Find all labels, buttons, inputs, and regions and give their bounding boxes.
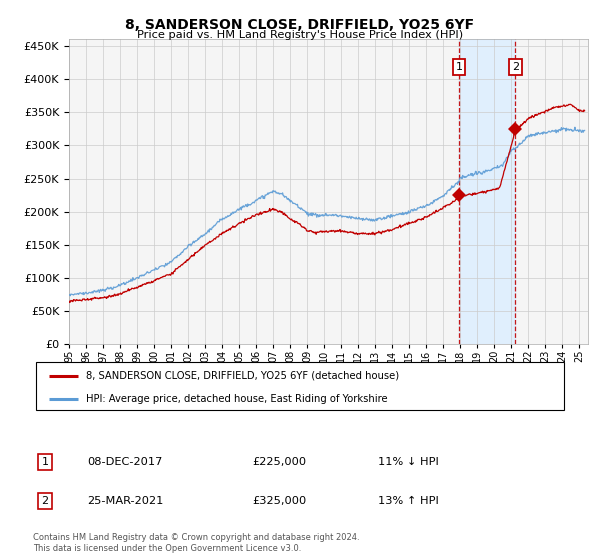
Text: 8, SANDERSON CLOSE, DRIFFIELD, YO25 6YF (detached house): 8, SANDERSON CLOSE, DRIFFIELD, YO25 6YF … xyxy=(86,371,399,381)
Text: Contains HM Land Registry data © Crown copyright and database right 2024.
This d: Contains HM Land Registry data © Crown c… xyxy=(33,533,359,553)
Text: 25-MAR-2021: 25-MAR-2021 xyxy=(87,496,163,506)
Text: 2: 2 xyxy=(512,62,519,72)
Text: 13% ↑ HPI: 13% ↑ HPI xyxy=(378,496,439,506)
Text: 8, SANDERSON CLOSE, DRIFFIELD, YO25 6YF: 8, SANDERSON CLOSE, DRIFFIELD, YO25 6YF xyxy=(125,18,475,32)
Text: 08-DEC-2017: 08-DEC-2017 xyxy=(87,457,163,467)
Text: 1: 1 xyxy=(455,62,463,72)
Text: Price paid vs. HM Land Registry's House Price Index (HPI): Price paid vs. HM Land Registry's House … xyxy=(137,30,463,40)
Text: £325,000: £325,000 xyxy=(252,496,306,506)
Text: 1: 1 xyxy=(41,457,49,467)
Text: 11% ↓ HPI: 11% ↓ HPI xyxy=(378,457,439,467)
FancyBboxPatch shape xyxy=(36,362,564,410)
Text: £225,000: £225,000 xyxy=(252,457,306,467)
Bar xyxy=(459,39,515,344)
Text: HPI: Average price, detached house, East Riding of Yorkshire: HPI: Average price, detached house, East… xyxy=(86,394,388,404)
Text: 2: 2 xyxy=(41,496,49,506)
